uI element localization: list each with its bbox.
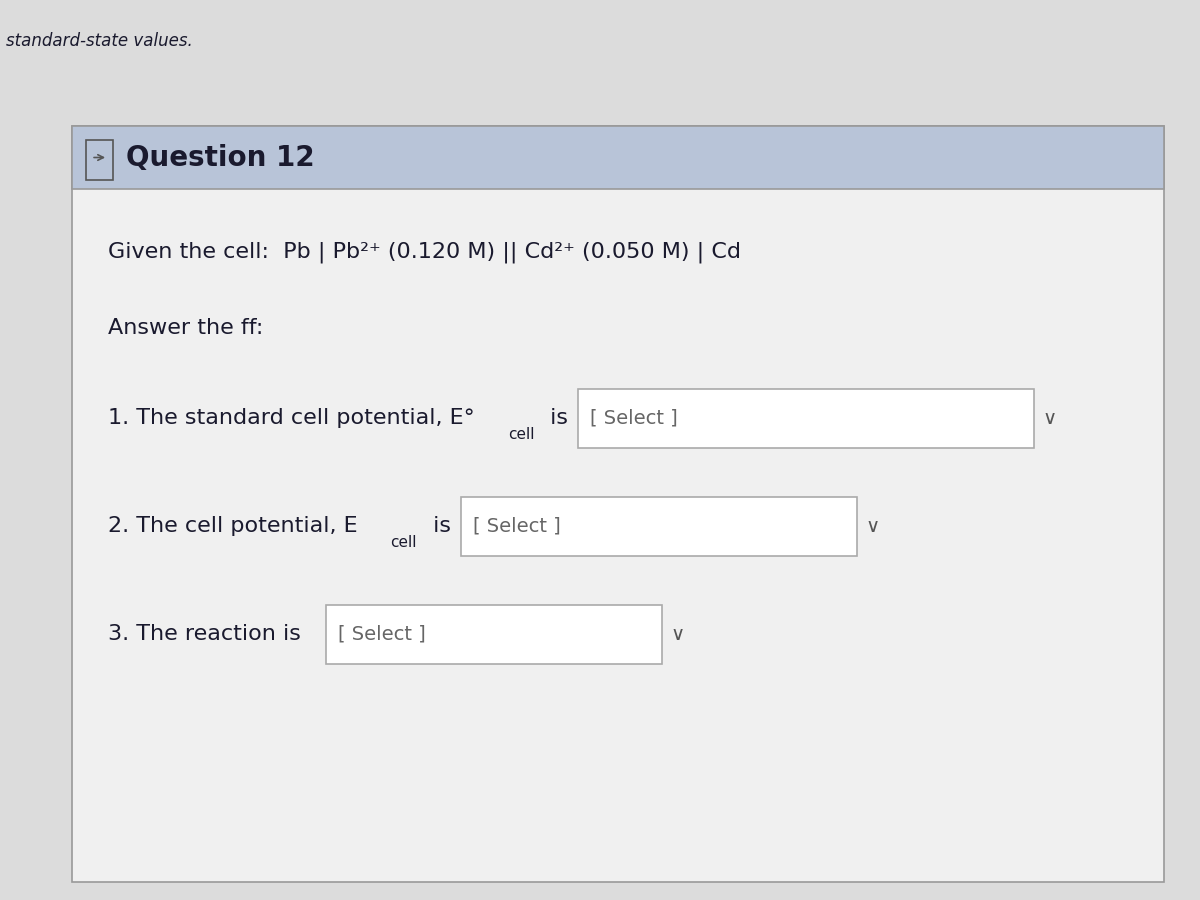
FancyBboxPatch shape [72,126,1164,189]
Text: [ Select ]: [ Select ] [473,517,560,536]
Text: is: is [544,409,568,428]
Text: 1. The standard cell potential, E°: 1. The standard cell potential, E° [108,409,475,428]
Text: ∨: ∨ [1043,409,1057,428]
Text: 3. The reaction is: 3. The reaction is [108,625,301,644]
Text: Given the cell:  Pb | Pb²⁺ (0.120 M) || Cd²⁺ (0.050 M) | Cd: Given the cell: Pb | Pb²⁺ (0.120 M) || C… [108,241,742,263]
Text: 2. The cell potential, E: 2. The cell potential, E [108,517,358,536]
FancyBboxPatch shape [578,389,1034,447]
Text: ∨: ∨ [865,517,880,536]
Text: ∨: ∨ [670,625,684,644]
Text: [ Select ]: [ Select ] [590,409,678,428]
FancyBboxPatch shape [72,126,1164,882]
Text: Question 12: Question 12 [126,143,314,172]
FancyBboxPatch shape [325,606,661,664]
Text: cell: cell [390,536,416,550]
Text: standard-state values.: standard-state values. [6,32,193,50]
Text: [ Select ]: [ Select ] [337,625,426,644]
Text: cell: cell [508,428,534,442]
FancyBboxPatch shape [461,497,857,556]
Text: Answer the ff:: Answer the ff: [108,319,263,338]
Text: is: is [426,517,450,536]
